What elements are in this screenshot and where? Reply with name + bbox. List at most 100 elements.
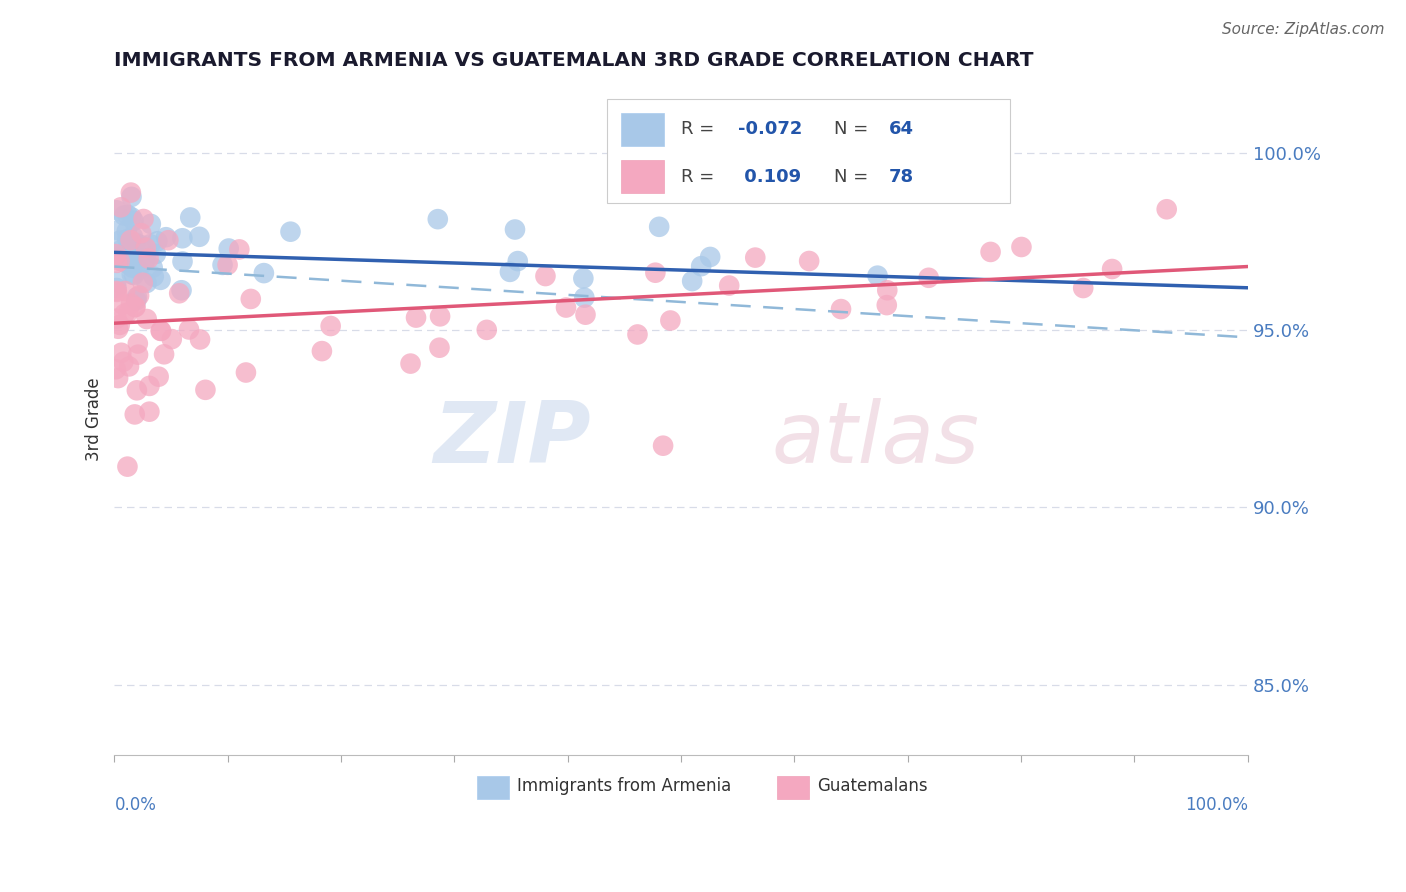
- Point: [120, 233, 142, 247]
- Point: [574, 308, 596, 322]
- Point: [114, 307, 136, 321]
- Point: [117, 258, 139, 272]
- Point: [155, 230, 177, 244]
- Point: [149, 324, 172, 338]
- Point: [121, 229, 143, 244]
- Text: IMMIGRANTS FROM ARMENIA VS GUATEMALAN 3RD GRADE CORRELATION CHART: IMMIGRANTS FROM ARMENIA VS GUATEMALAN 3R…: [114, 51, 1033, 70]
- Point: [128, 288, 150, 302]
- Point: [917, 270, 939, 285]
- Point: [110, 252, 132, 267]
- Point: [105, 285, 128, 299]
- Point: [217, 258, 239, 272]
- Point: [118, 359, 141, 374]
- Bar: [778, 775, 810, 799]
- Point: [139, 237, 162, 252]
- Point: [475, 323, 498, 337]
- Point: [104, 362, 127, 376]
- Point: [120, 211, 142, 225]
- Point: [117, 232, 139, 246]
- Point: [142, 260, 165, 275]
- Point: [503, 222, 526, 236]
- Point: [110, 345, 132, 359]
- Point: [148, 369, 170, 384]
- Point: [108, 234, 131, 248]
- Text: 0.109: 0.109: [738, 168, 801, 186]
- Point: [1071, 281, 1094, 295]
- Point: [135, 312, 157, 326]
- Point: [105, 281, 128, 295]
- Point: [194, 383, 217, 397]
- Point: [135, 241, 157, 255]
- Text: atlas: atlas: [772, 398, 980, 481]
- Point: [124, 408, 146, 422]
- Text: R =: R =: [681, 168, 720, 186]
- Point: [129, 238, 152, 252]
- Point: [121, 260, 143, 275]
- Point: [1011, 240, 1033, 254]
- Point: [142, 269, 165, 284]
- Point: [124, 300, 146, 314]
- Point: [170, 283, 193, 297]
- Point: [146, 234, 169, 248]
- Point: [134, 254, 156, 268]
- Text: -0.072: -0.072: [738, 120, 803, 138]
- Point: [108, 254, 131, 268]
- Text: 100.0%: 100.0%: [1185, 796, 1249, 814]
- Point: [797, 254, 820, 268]
- Point: [429, 341, 451, 355]
- Point: [135, 276, 157, 290]
- Point: [125, 290, 148, 304]
- Point: [139, 217, 162, 231]
- Point: [830, 302, 852, 317]
- Text: 64: 64: [889, 120, 914, 138]
- Point: [145, 247, 167, 261]
- Point: [111, 251, 134, 265]
- Point: [138, 252, 160, 266]
- Point: [681, 274, 703, 288]
- Point: [153, 347, 176, 361]
- Point: [121, 268, 143, 282]
- Point: [280, 225, 302, 239]
- Point: [744, 251, 766, 265]
- Point: [311, 344, 333, 359]
- Point: [115, 224, 138, 238]
- Point: [117, 305, 139, 319]
- Point: [626, 327, 648, 342]
- Point: [138, 405, 160, 419]
- Point: [122, 268, 145, 282]
- Point: [108, 318, 131, 332]
- Point: [104, 251, 127, 265]
- Point: [120, 296, 142, 310]
- FancyBboxPatch shape: [607, 99, 1010, 203]
- Point: [876, 283, 898, 297]
- Point: [690, 259, 713, 273]
- Point: [319, 318, 342, 333]
- Text: Guatemalans: Guatemalans: [817, 777, 928, 795]
- Point: [228, 243, 250, 257]
- Point: [117, 208, 139, 222]
- Point: [572, 271, 595, 285]
- Point: [117, 253, 139, 268]
- Point: [122, 214, 145, 228]
- Point: [718, 278, 741, 293]
- Point: [1156, 202, 1178, 217]
- Point: [506, 254, 529, 268]
- Point: [110, 243, 132, 257]
- Text: 0.0%: 0.0%: [114, 796, 156, 814]
- Point: [253, 266, 276, 280]
- Point: [980, 244, 1002, 259]
- Bar: [621, 112, 664, 146]
- Point: [188, 229, 211, 244]
- Point: [127, 336, 149, 351]
- Point: [125, 293, 148, 308]
- Text: N =: N =: [834, 168, 875, 186]
- Point: [114, 284, 136, 298]
- Bar: [477, 775, 509, 799]
- Point: [160, 332, 183, 346]
- Point: [112, 355, 135, 369]
- Point: [107, 371, 129, 385]
- Point: [105, 284, 128, 298]
- Point: [105, 203, 128, 218]
- Point: [866, 268, 889, 283]
- Text: Immigrants from Armenia: Immigrants from Armenia: [517, 777, 731, 795]
